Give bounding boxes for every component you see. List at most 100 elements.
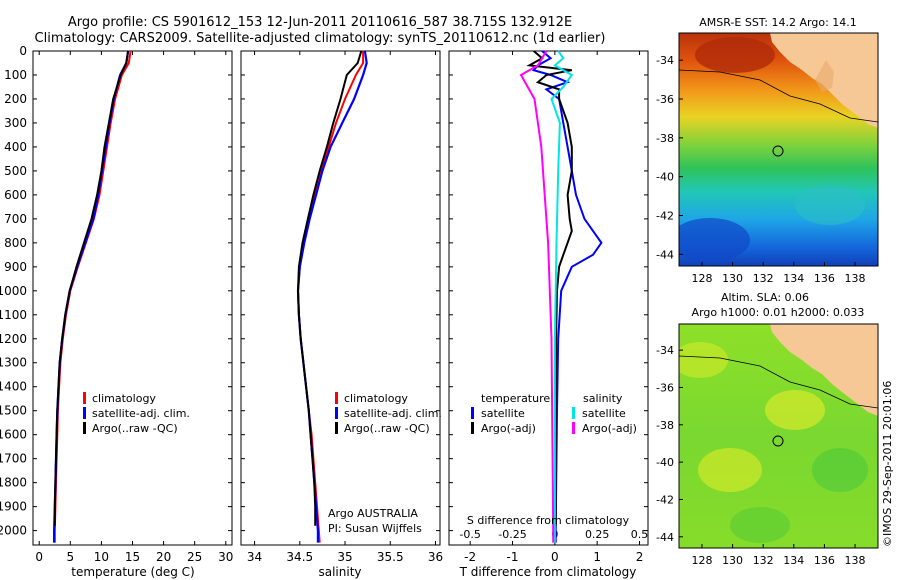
sla-patch bbox=[679, 342, 728, 378]
map-x-tick-label: 130 bbox=[722, 554, 743, 567]
y-tick-label: 1700 bbox=[0, 452, 27, 466]
series-line bbox=[296, 50, 363, 526]
map-x-tick-label: 138 bbox=[845, 554, 866, 567]
sla-map: 128 130 132 134 136 138 -34 -36 -38 -40 -42 -44 bbox=[656, 323, 879, 567]
map-x-tick-label: 136 bbox=[814, 272, 835, 285]
series-line bbox=[526, 50, 573, 526]
sst-cool-patch bbox=[679, 218, 750, 262]
legend-label-satellite: satellite-adj. clim. bbox=[92, 407, 190, 420]
sst-map-frame bbox=[678, 32, 879, 267]
map-x-tick-label: 132 bbox=[753, 272, 774, 285]
legend-swatch-temp-argo bbox=[471, 422, 474, 434]
difference-y-axis bbox=[449, 50, 648, 532]
difference-profiles bbox=[519, 50, 603, 543]
y-tick-label: 1900 bbox=[0, 500, 27, 514]
y-tick-label: 900 bbox=[4, 260, 27, 274]
difference-panel: -2 -1 0 1 2 -0.5 -0.25 0 0.25 0.5 S difference f… bbox=[448, 50, 649, 579]
header-line2: Climatology: CARS2009. Satellite-adjuste… bbox=[35, 31, 606, 46]
temperature-x-axis: 0 5 10 15 20 25 30 bbox=[35, 51, 233, 564]
map-x-tick-label: 128 bbox=[691, 554, 712, 567]
legend-label-sal-argo: Argo(-adj) bbox=[582, 422, 637, 435]
map-y-tick-label: -40 bbox=[656, 456, 674, 469]
x-tick-label: 0 bbox=[551, 550, 559, 564]
legend-label-sal-satellite: satellite bbox=[582, 407, 626, 420]
legend-title-temperature: temperature bbox=[481, 392, 550, 405]
y-tick-label: 800 bbox=[4, 236, 27, 250]
sla-patch bbox=[765, 390, 825, 430]
y-tick-label: 1000 bbox=[0, 284, 27, 298]
sst-patch bbox=[795, 185, 865, 225]
x-tick-label: 30 bbox=[218, 550, 233, 564]
sst-warm-patch bbox=[695, 37, 775, 73]
temperature-profiles bbox=[52, 50, 132, 543]
salinity-difference-axis: -0.5 -0.25 0 0.25 0.5 bbox=[459, 528, 648, 541]
sst-land-gulf bbox=[815, 60, 834, 92]
argo-float-marker bbox=[772, 145, 784, 157]
y-tick-label: 200 bbox=[4, 92, 27, 106]
x-tick-label: 34 bbox=[247, 550, 262, 564]
map-y-tick-label: -36 bbox=[656, 381, 674, 394]
legend-label-argo: Argo(..raw -QC) bbox=[344, 422, 430, 435]
y-tick-label: 1800 bbox=[0, 476, 27, 490]
temperature-panel: 0100200300400500600700800900100011001200… bbox=[0, 44, 233, 579]
y-tick-label: 1500 bbox=[0, 404, 27, 418]
temperature-y-axis: 0 100 200 300 400 500 600 700 800 900 1000 1100 1200… bbox=[0, 44, 232, 538]
map-x-tick-label: 128 bbox=[691, 272, 712, 285]
legend-swatch-sal-argo bbox=[572, 422, 575, 434]
sla-map-y-axis: -34 -36 -38 -40 -42 -44 bbox=[656, 344, 683, 544]
legend-swatch-climatology bbox=[335, 392, 338, 404]
sla-shelf-contour bbox=[679, 355, 878, 409]
sla-map-frame bbox=[678, 323, 879, 549]
sla-patch bbox=[730, 507, 790, 543]
legend-label-climatology: climatology bbox=[92, 392, 156, 405]
temperature-plot-frame bbox=[32, 50, 233, 546]
y-tick-label: 1100 bbox=[0, 308, 27, 322]
salinity-plot-frame bbox=[240, 50, 441, 546]
sst-shelf-contour bbox=[679, 69, 878, 123]
map-x-tick-label: 132 bbox=[753, 554, 774, 567]
y-tick-label: 1300 bbox=[0, 356, 27, 370]
sst-map: AMSR-E SST: 14.2 Argo: 14.1 128 130 132 134… bbox=[656, 16, 879, 319]
y-tick-label: 700 bbox=[4, 212, 27, 226]
s-tick-label: 0.25 bbox=[585, 528, 610, 541]
series-line bbox=[52, 50, 130, 543]
map-y-tick-label: -36 bbox=[656, 93, 674, 106]
x-tick-label: -2 bbox=[464, 550, 476, 564]
y-tick-label: 1600 bbox=[0, 428, 27, 442]
salinity-panel: 34 34.5 35 35.5 36 salinity climatology sate… bbox=[240, 50, 443, 579]
salinity-legend: climatology satellite-adj. clim. Argo(..… bbox=[335, 392, 442, 435]
series-line bbox=[519, 50, 555, 543]
y-tick-label: 1400 bbox=[0, 380, 27, 394]
legend-label-climatology: climatology bbox=[344, 392, 408, 405]
map-y-tick-label: -38 bbox=[656, 419, 674, 432]
map-y-tick-label: -42 bbox=[656, 210, 674, 223]
legend-swatch-argo bbox=[83, 422, 86, 434]
legend-swatch-argo bbox=[335, 422, 338, 434]
map-y-tick-label: -38 bbox=[656, 132, 674, 145]
series-line bbox=[296, 51, 365, 543]
x-tick-label: 0 bbox=[35, 550, 43, 564]
y-tick-label: 1200 bbox=[0, 332, 27, 346]
map-y-tick-label: -34 bbox=[656, 344, 674, 357]
header-line1: Argo profile: CS 5901612_153 12-Jun-2011… bbox=[68, 15, 572, 30]
x-tick-label: 5 bbox=[66, 550, 74, 564]
map-x-tick-label: 134 bbox=[783, 554, 804, 567]
argo-float-marker bbox=[772, 435, 784, 447]
institution-label: Argo AUSTRALIA bbox=[328, 507, 418, 520]
x-tick-label: 15 bbox=[125, 550, 140, 564]
s-difference-label: S difference from climatology bbox=[467, 514, 630, 527]
map-x-tick-label: 136 bbox=[814, 554, 835, 567]
x-tick-label: 36 bbox=[428, 550, 443, 564]
difference-plot-frame bbox=[448, 50, 649, 546]
map-y-tick-label: -44 bbox=[656, 531, 674, 544]
sla-map-title: Altim. SLA: 0.06 bbox=[721, 291, 809, 304]
s-tick-label: -0.25 bbox=[498, 528, 526, 541]
legend-swatch-climatology bbox=[83, 392, 86, 404]
y-tick-label: 300 bbox=[4, 116, 27, 130]
y-tick-label: 2000 bbox=[0, 524, 27, 538]
x-tick-label: 34.5 bbox=[286, 550, 313, 564]
legend-swatch-temp-satellite bbox=[471, 407, 474, 419]
pi-label: PI: Susan Wijffels bbox=[328, 522, 422, 535]
legend-swatch-satellite bbox=[335, 407, 338, 419]
map-y-tick-label: -34 bbox=[656, 54, 674, 67]
